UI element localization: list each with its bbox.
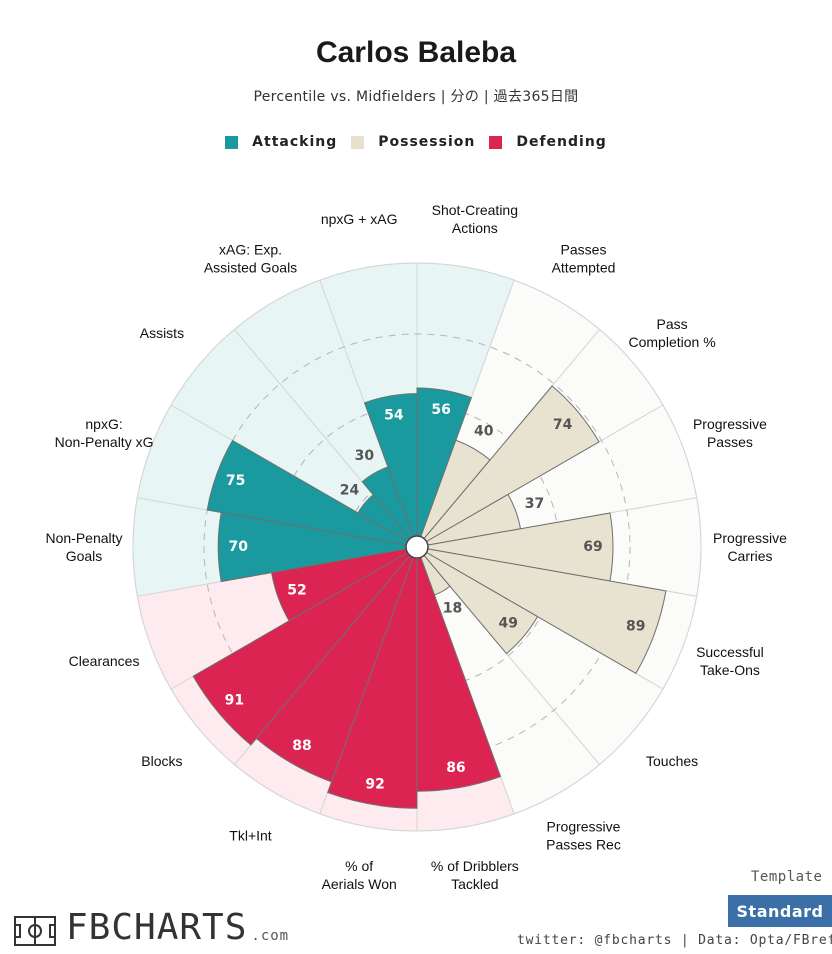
bars (192, 385, 667, 809)
axis-label-of-aerials-won: % of Aerials Won (322, 858, 397, 892)
value-label-successful-take-ons: 89 (626, 619, 645, 635)
value-label-touches: 49 (499, 616, 518, 632)
axis-labels: Shot-Creating Actions Passes Attempted Pass C… (45, 202, 787, 892)
logo-domain: .com (251, 928, 290, 944)
outer-ring (132, 262, 702, 832)
value-label-shot-creating-actions: 56 (431, 402, 450, 418)
template-label: Template (751, 869, 823, 885)
value-label-pass-completion: 74 (553, 417, 573, 433)
axis-label-blocks: Blocks (141, 753, 182, 769)
value-label-npxg-non-penalty-xg: 75 (226, 473, 245, 489)
legend-item-attacking: Attacking (225, 134, 337, 150)
value-label-xag-exp-assisted-goals: 30 (355, 448, 375, 464)
value-label-non-penalty-goals: 70 (228, 539, 248, 555)
axis-label-progressive-passes-rec: Progressive Passes Rec (546, 818, 621, 852)
axis-label-passes-attempted: Passes Attempted (552, 242, 616, 276)
legend-label-attacking: Attacking (252, 134, 338, 150)
axis-label-shot-creating-actions: Shot-Creating Actions (432, 202, 518, 236)
axis-label-npxg-non-penalty-xg: npxG: Non-Penalty xG (55, 416, 154, 450)
legend-swatch-attacking (225, 135, 239, 149)
value-label-passes-attempted: 40 (474, 423, 494, 439)
chart-subtitle: Percentile vs. Midfielders | 分の | 過去365日… (253, 89, 579, 105)
axis-label-npxg-xag: npxG + xAG (321, 211, 398, 227)
value-label-npxg-xag: 54 (384, 408, 404, 424)
legend-item-possession: Possession (351, 134, 475, 150)
value-label-of-aerials-won: 92 (365, 777, 384, 793)
legend-label-possession: Possession (378, 134, 476, 150)
center-hub (405, 535, 429, 559)
value-label-blocks: 91 (225, 692, 244, 708)
value-label-progressive-passes-rec: 18 (443, 601, 462, 617)
axis-label-tkl-int: Tkl+Int (229, 827, 272, 843)
value-labels: 56 40 74 37 69 89 49 18 86 92 88 91 52 70 75 24 30 54 (225, 402, 646, 793)
template-badge: Standard (728, 895, 832, 927)
gridline-75 (203, 333, 631, 761)
pitch-icon (14, 916, 56, 946)
value-label-of-dribblers-tackled: 86 (446, 760, 465, 776)
credits-text: twitter: @fbcharts | Data: Opta/FBref (517, 933, 832, 948)
value-label-clearances: 52 (287, 583, 306, 599)
axis-label-successful-take-ons: Successful Take-Ons (696, 644, 764, 678)
axis-label-touches: Touches (646, 753, 698, 769)
logo-text: FBCHARTS (66, 907, 248, 948)
value-label-assists: 24 (340, 482, 360, 498)
axis-label-of-dribblers-tackled: % of Dribblers Tackled (431, 858, 519, 892)
value-label-progressive-carries: 69 (583, 539, 602, 555)
axis-label-assists: Assists (140, 325, 184, 341)
legend: Attacking Possession Defending (0, 134, 832, 150)
axis-label-clearances: Clearances (69, 653, 140, 669)
axis-label-non-penalty-goals: Non-Penalty Goals (45, 530, 122, 564)
fbcharts-logo: FBCHARTS .com (14, 910, 289, 946)
legend-item-defending: Defending (489, 134, 606, 150)
axis-label-pass-completion: Pass Completion % (629, 316, 716, 350)
axis-label-progressive-passes: Progressive Passes (693, 416, 767, 450)
value-label-tkl-int: 88 (292, 738, 311, 754)
chart-title: Carlos Baleba (315, 36, 517, 69)
legend-swatch-defending (489, 135, 503, 149)
axis-label-xag-exp-assisted-goals: xAG: Exp. Assisted Goals (204, 242, 297, 276)
legend-label-defending: Defending (516, 134, 607, 150)
value-label-progressive-passes: 37 (525, 496, 544, 512)
axis-label-progressive-carries: Progressive Carries (713, 530, 787, 564)
legend-swatch-possession (351, 135, 365, 149)
